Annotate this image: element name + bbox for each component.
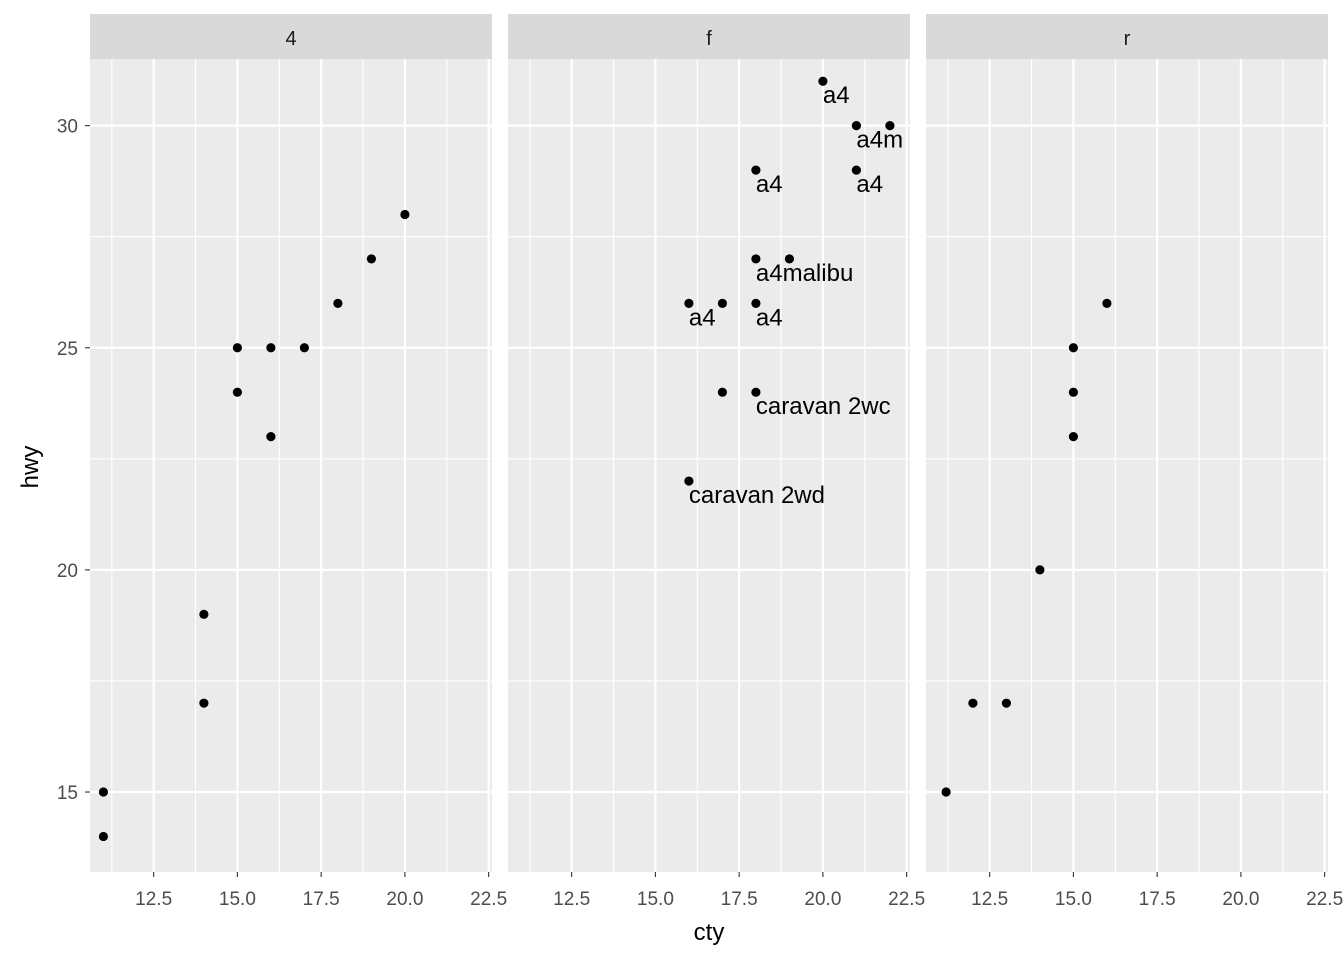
data-point <box>266 343 276 353</box>
data-point <box>266 432 276 442</box>
data-point <box>968 698 978 708</box>
data-point <box>818 76 828 86</box>
x-tick-label: 22.5 <box>1306 889 1343 910</box>
point-label: a4 <box>689 304 716 331</box>
panel-background <box>508 59 910 872</box>
facet-strip-label: 4 <box>285 28 296 50</box>
point-label: caravan 2wd <box>689 482 825 509</box>
y-tick-label: 15 <box>57 783 78 804</box>
x-tick-label: 22.5 <box>470 889 507 910</box>
point-label: a4 <box>756 171 783 198</box>
point-label: a4 <box>856 171 883 198</box>
data-point <box>199 609 209 619</box>
facet-strip <box>508 14 910 59</box>
x-tick-label: 15.0 <box>637 889 674 910</box>
x-tick-label: 17.5 <box>1139 889 1176 910</box>
facet-panel-r: r 12.5 15.0 17.5 20.0 22.5 <box>926 14 1343 910</box>
y-tick-label: 30 <box>57 117 78 138</box>
data-point <box>684 298 694 308</box>
data-point <box>1035 565 1045 575</box>
data-point <box>1068 432 1078 442</box>
x-tick-label: 20.0 <box>804 889 841 910</box>
y-tick-label: 25 <box>57 339 78 360</box>
data-point <box>1001 698 1012 708</box>
facet-strip <box>926 14 1328 59</box>
data-point <box>98 787 108 797</box>
x-tick-label: 17.5 <box>303 889 340 910</box>
facet-strip-label: f <box>706 28 712 50</box>
data-point <box>232 387 242 397</box>
x-tick-label: 12.5 <box>553 889 590 910</box>
y-tick-label: 20 <box>57 561 78 582</box>
x-axis-title: cty <box>694 919 725 946</box>
x-tick-label: 12.5 <box>971 889 1008 910</box>
point-label: a4 <box>756 304 783 331</box>
data-point <box>941 787 951 797</box>
point-label: a4m <box>856 127 903 154</box>
data-point <box>684 476 694 486</box>
x-tick-label: 22.5 <box>888 889 925 910</box>
point-label: a4 <box>823 82 850 109</box>
data-point <box>784 254 795 264</box>
data-point <box>717 298 728 308</box>
data-point <box>1102 298 1112 308</box>
points-group <box>98 209 410 842</box>
data-point <box>851 121 862 131</box>
data-point <box>1068 387 1078 397</box>
data-point <box>851 165 862 175</box>
facet-panel-4: 4 12.5 15.0 17.5 20.0 22.5 <box>90 14 507 910</box>
data-point <box>751 387 761 397</box>
x-tick-label: 12.5 <box>135 889 172 910</box>
data-point <box>1068 343 1078 353</box>
x-tick-label: 15.0 <box>1055 889 1092 910</box>
facet-strip <box>90 14 492 59</box>
data-point <box>751 165 761 175</box>
data-point <box>333 298 343 308</box>
points-group <box>941 298 1112 797</box>
x-tick-label: 20.0 <box>386 889 423 910</box>
data-point <box>717 387 728 397</box>
data-point <box>400 209 410 220</box>
data-point <box>299 343 309 353</box>
data-point <box>885 121 895 131</box>
data-point <box>232 343 242 353</box>
panel-background <box>90 59 492 872</box>
point-label: caravan 2wc <box>756 393 891 420</box>
x-tick-label: 17.5 <box>721 889 758 910</box>
data-point <box>751 254 761 264</box>
panels-layer: 4 12.5 15.0 17.5 20.0 22.5 f 12.5 15.0 17.5 20.0 22… <box>57 14 1343 910</box>
x-tick-label: 20.0 <box>1222 889 1259 910</box>
panel-background <box>926 59 1328 872</box>
data-point <box>199 698 209 708</box>
point-label: a4malibu <box>756 260 853 287</box>
x-tick-label: 15.0 <box>219 889 256 910</box>
data-point <box>366 254 376 264</box>
data-point <box>98 831 108 842</box>
y-axis-title: hwy <box>17 446 44 489</box>
data-point <box>751 298 761 308</box>
facet-strip-label: r <box>1124 28 1131 50</box>
